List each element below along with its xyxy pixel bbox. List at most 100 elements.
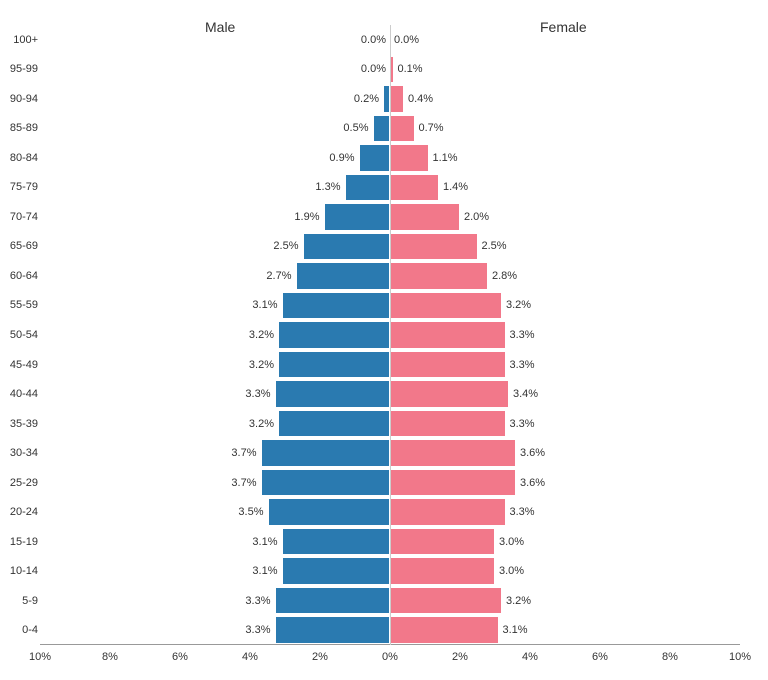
x-tick-label: 10% bbox=[29, 651, 51, 663]
age-group-label: 100+ bbox=[4, 34, 38, 46]
male-bar bbox=[282, 292, 391, 320]
female-bar bbox=[390, 528, 495, 556]
male-bar bbox=[373, 115, 391, 143]
male-bar bbox=[324, 203, 391, 231]
center-axis-line bbox=[390, 25, 391, 645]
female-value-label: 0.7% bbox=[419, 122, 444, 134]
age-group-label: 50-54 bbox=[4, 329, 38, 341]
age-group-label: 90-94 bbox=[4, 93, 38, 105]
male-bar bbox=[278, 351, 390, 379]
female-bar bbox=[390, 292, 502, 320]
age-group-label: 65-69 bbox=[4, 240, 38, 252]
male-bar bbox=[278, 321, 390, 349]
male-value-label: 3.3% bbox=[245, 624, 270, 636]
female-value-label: 3.6% bbox=[520, 447, 545, 459]
male-bar bbox=[383, 85, 390, 113]
female-bar bbox=[390, 144, 429, 172]
male-value-label: 3.7% bbox=[231, 447, 256, 459]
male-bar bbox=[296, 262, 391, 290]
female-value-label: 2.5% bbox=[482, 240, 507, 252]
male-value-label: 2.7% bbox=[266, 270, 291, 282]
male-bar bbox=[278, 410, 390, 438]
age-group-label: 40-44 bbox=[4, 388, 38, 400]
female-bar bbox=[390, 498, 506, 526]
female-bar bbox=[390, 174, 439, 202]
female-bar bbox=[390, 616, 499, 644]
age-group-label: 30-34 bbox=[4, 447, 38, 459]
male-bar bbox=[275, 587, 391, 615]
age-group-label: 20-24 bbox=[4, 506, 38, 518]
female-value-label: 1.1% bbox=[433, 152, 458, 164]
female-value-label: 3.6% bbox=[520, 477, 545, 489]
male-bar bbox=[282, 528, 391, 556]
male-value-label: 2.5% bbox=[273, 240, 298, 252]
female-bar bbox=[390, 321, 506, 349]
x-tick-label: 6% bbox=[172, 651, 188, 663]
female-bar bbox=[390, 410, 506, 438]
female-value-label: 3.4% bbox=[513, 388, 538, 400]
x-tick-label: 0% bbox=[382, 651, 398, 663]
male-value-label: 3.2% bbox=[249, 359, 274, 371]
male-value-label: 3.5% bbox=[238, 506, 263, 518]
male-bar bbox=[345, 174, 391, 202]
age-group-label: 45-49 bbox=[4, 359, 38, 371]
female-value-label: 3.0% bbox=[499, 565, 524, 577]
age-group-label: 70-74 bbox=[4, 211, 38, 223]
age-group-label: 55-59 bbox=[4, 299, 38, 311]
female-bar bbox=[390, 203, 460, 231]
female-value-label: 3.1% bbox=[503, 624, 528, 636]
female-value-label: 0.1% bbox=[398, 63, 423, 75]
male-bar bbox=[359, 144, 391, 172]
x-tick-label: 4% bbox=[242, 651, 258, 663]
female-bar bbox=[390, 439, 516, 467]
female-bar bbox=[390, 85, 404, 113]
age-group-label: 60-64 bbox=[4, 270, 38, 282]
x-tick-label: 8% bbox=[102, 651, 118, 663]
male-bar bbox=[303, 233, 391, 261]
male-value-label: 0.5% bbox=[343, 122, 368, 134]
female-value-label: 3.2% bbox=[506, 299, 531, 311]
female-bar bbox=[390, 115, 415, 143]
female-value-label: 1.4% bbox=[443, 181, 468, 193]
female-value-label: 0.0% bbox=[394, 34, 419, 46]
age-group-label: 5-9 bbox=[4, 595, 38, 607]
female-bar bbox=[390, 587, 502, 615]
age-group-label: 25-29 bbox=[4, 477, 38, 489]
male-value-label: 1.9% bbox=[294, 211, 319, 223]
female-value-label: 2.8% bbox=[492, 270, 517, 282]
female-value-label: 3.3% bbox=[510, 418, 535, 430]
female-bar bbox=[390, 233, 478, 261]
x-tick-label: 6% bbox=[592, 651, 608, 663]
female-value-label: 3.3% bbox=[510, 359, 535, 371]
male-value-label: 3.3% bbox=[245, 388, 270, 400]
female-bar bbox=[390, 469, 516, 497]
x-tick-label: 2% bbox=[312, 651, 328, 663]
female-value-label: 3.3% bbox=[510, 506, 535, 518]
female-value-label: 3.2% bbox=[506, 595, 531, 607]
male-value-label: 0.9% bbox=[329, 152, 354, 164]
male-value-label: 3.1% bbox=[252, 565, 277, 577]
female-bar bbox=[390, 351, 506, 379]
population-pyramid-chart: Male Female 100+0.0%0.0%95-990.0%0.1%90-… bbox=[40, 25, 740, 645]
age-group-label: 80-84 bbox=[4, 152, 38, 164]
female-value-label: 3.0% bbox=[499, 536, 524, 548]
female-value-label: 0.4% bbox=[408, 93, 433, 105]
male-value-label: 3.2% bbox=[249, 418, 274, 430]
age-group-label: 85-89 bbox=[4, 122, 38, 134]
age-group-label: 95-99 bbox=[4, 63, 38, 75]
male-value-label: 0.2% bbox=[354, 93, 379, 105]
x-tick-label: 2% bbox=[452, 651, 468, 663]
male-bar bbox=[261, 439, 391, 467]
age-group-label: 0-4 bbox=[4, 624, 38, 636]
male-bar bbox=[282, 557, 391, 585]
x-tick-label: 4% bbox=[522, 651, 538, 663]
age-group-label: 15-19 bbox=[4, 536, 38, 548]
female-bar bbox=[390, 262, 488, 290]
female-bar bbox=[390, 380, 509, 408]
male-bar bbox=[268, 498, 391, 526]
x-tick-label: 10% bbox=[729, 651, 751, 663]
male-value-label: 3.3% bbox=[245, 595, 270, 607]
female-bar bbox=[390, 557, 495, 585]
x-tick-label: 8% bbox=[662, 651, 678, 663]
age-group-label: 35-39 bbox=[4, 418, 38, 430]
